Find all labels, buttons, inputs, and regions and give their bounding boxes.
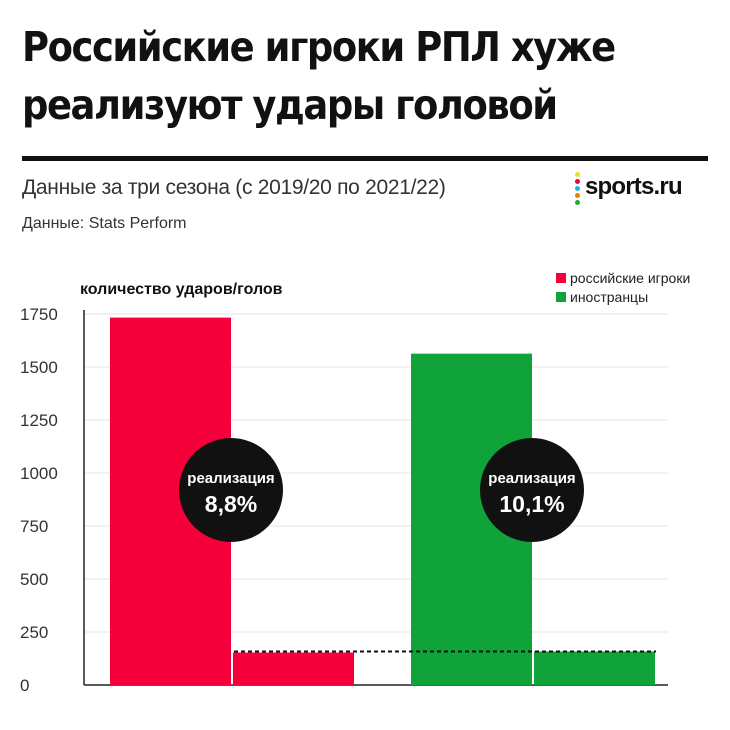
legend-label-russian: российские игроки: [570, 269, 691, 286]
badge-value: 10,1%: [499, 491, 564, 517]
bar-goals: [233, 652, 354, 685]
legend-item-foreign: иностранцы: [556, 287, 690, 306]
bar-goals: [534, 651, 655, 685]
data-source: Данные: Stats Perform: [22, 215, 187, 232]
y-tick-label: 1750: [20, 305, 58, 324]
legend-swatch-foreign: [556, 291, 566, 302]
badge-label: реализация: [488, 470, 575, 487]
conversion-badge: [179, 438, 283, 542]
y-axis-label: количество ударов/голов: [80, 281, 283, 298]
y-tick-label: 1250: [20, 411, 58, 430]
brand-dot: [575, 200, 580, 205]
y-tick-label: 250: [20, 623, 48, 642]
brand-dot: [575, 179, 580, 184]
legend-swatch-russian: [556, 272, 566, 283]
chart-legend: российские игроки иностранцы: [556, 268, 690, 306]
y-tick-label: 0: [20, 676, 29, 695]
legend-item-russian: российские игроки: [556, 268, 690, 287]
y-tick-label: 500: [20, 570, 48, 589]
chart-subtitle: Данные за три сезона (с 2019/20 по 2021/…: [22, 176, 446, 199]
badge-label: реализация: [187, 470, 274, 487]
brand-dots-icon: [574, 172, 582, 208]
brand-dot: [575, 172, 580, 177]
y-tick-label: 750: [20, 517, 48, 536]
badge-value: 8,8%: [205, 491, 257, 517]
title-divider: [22, 156, 708, 161]
y-tick-label: 1000: [20, 464, 58, 483]
chart-title: Российские игроки РПЛ хуже реализуют уда…: [22, 23, 616, 129]
y-tick-label: 1500: [20, 358, 58, 377]
conversion-badge: [480, 438, 584, 542]
brand-dot: [575, 193, 580, 198]
brand-dot: [575, 186, 580, 191]
brand-name: sports.ru: [585, 173, 683, 200]
legend-label-foreign: иностранцы: [570, 288, 649, 305]
